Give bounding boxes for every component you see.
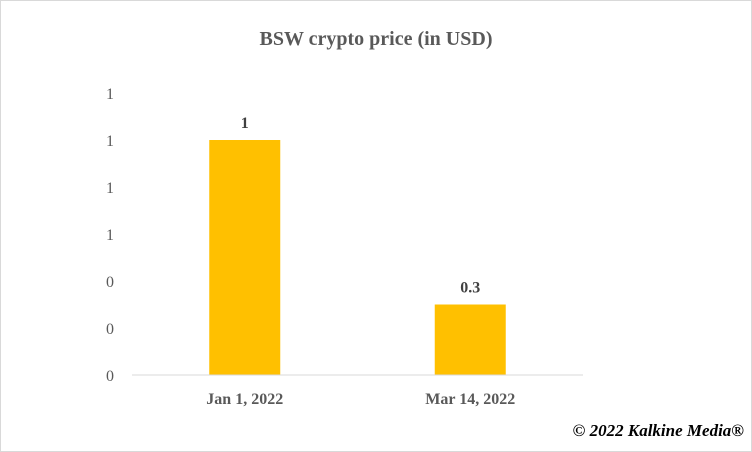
x-category-label: Jan 1, 2022 [206, 391, 283, 408]
copyright-notice: © 2022 Kalkine Media® [572, 421, 744, 440]
data-label: 1 [241, 115, 249, 132]
y-tick-label: 0 [106, 368, 114, 385]
data-label: 0.3 [460, 280, 480, 297]
y-tick-label: 1 [106, 86, 114, 103]
bar [434, 304, 506, 375]
y-tick-label: 1 [106, 133, 114, 150]
y-tick-label: 0 [106, 321, 114, 338]
bar [209, 140, 281, 375]
y-tick-label: 1 [106, 227, 114, 244]
y-tick-label: 0 [106, 274, 114, 291]
y-tick-label: 1 [106, 180, 114, 197]
x-category-label: Mar 14, 2022 [425, 391, 515, 408]
chart-title: BSW crypto price (in USD) [259, 28, 493, 50]
